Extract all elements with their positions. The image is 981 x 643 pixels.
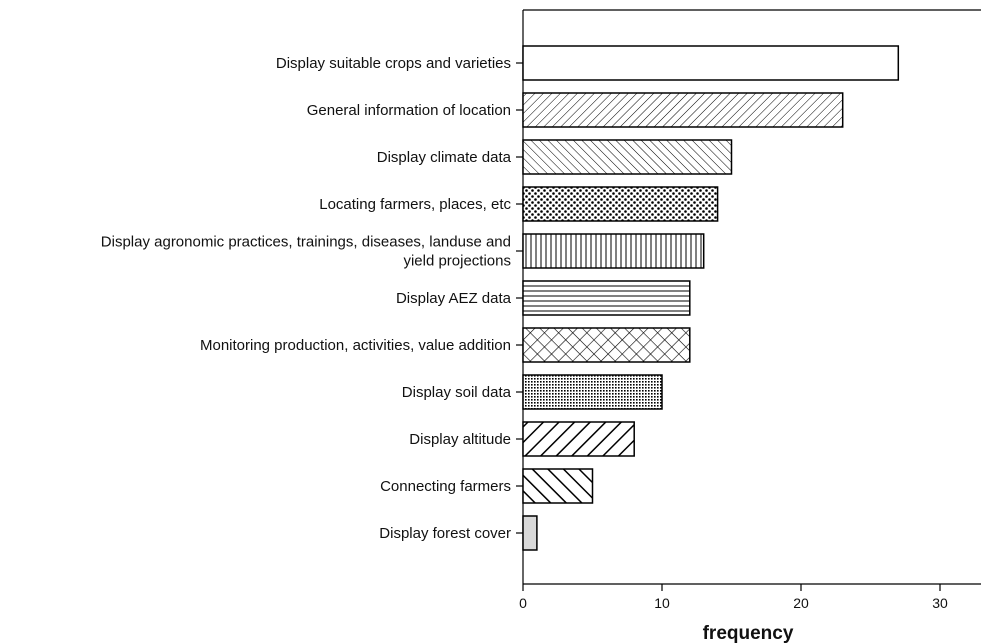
x-tick-label-3: 20 bbox=[793, 595, 809, 611]
bar-5 bbox=[522, 233, 705, 269]
category-label-6: Display AEZ data bbox=[396, 290, 512, 307]
category-label-2: General information of location bbox=[307, 102, 511, 119]
bar-1 bbox=[522, 45, 900, 81]
category-label-9: Display altitude bbox=[409, 431, 511, 448]
bar-10 bbox=[522, 468, 594, 504]
category-labels-group: Display suitable crops and varieties Gene… bbox=[101, 55, 512, 542]
x-tick-label-2: 10 bbox=[654, 595, 670, 611]
category-label-11: Display forest cover bbox=[379, 525, 511, 542]
x-tick-label-4: 30 bbox=[932, 595, 948, 611]
category-label-10: Connecting farmers bbox=[380, 478, 511, 495]
bar-2 bbox=[522, 92, 844, 128]
category-label-5-line-1: Display agronomic practices, trainings, … bbox=[101, 234, 511, 251]
category-label-1: Display suitable crops and varieties bbox=[276, 55, 511, 72]
x-tick-label-1: 0 bbox=[519, 595, 527, 611]
category-label-8: Display soil data bbox=[402, 384, 512, 401]
bar-8 bbox=[522, 374, 663, 410]
bar-6 bbox=[522, 280, 691, 316]
x-ticks-group: 0 10 20 30 bbox=[519, 584, 948, 611]
bar-9 bbox=[522, 421, 635, 457]
category-label-7: Monitoring production, activities, value… bbox=[200, 337, 511, 354]
category-label-5-line-2: yield projections bbox=[403, 253, 511, 270]
category-label-4: Locating farmers, places, etc bbox=[319, 196, 511, 213]
bars-group bbox=[516, 45, 900, 551]
x-axis-title: frequency bbox=[703, 623, 794, 643]
bar-3 bbox=[522, 139, 733, 175]
bar-4 bbox=[522, 186, 719, 222]
bar-7 bbox=[522, 327, 691, 363]
category-label-3: Display climate data bbox=[377, 149, 512, 166]
bar-11 bbox=[522, 515, 538, 551]
